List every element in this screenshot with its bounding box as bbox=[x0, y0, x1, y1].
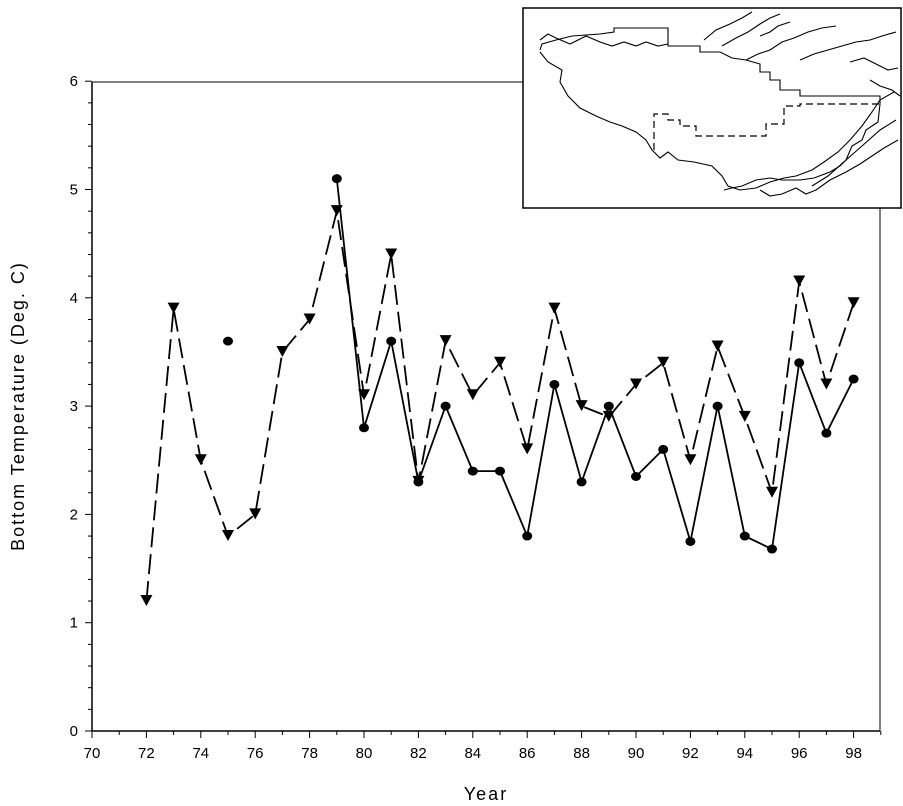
circle-marker bbox=[603, 401, 614, 411]
x-tick-label: 80 bbox=[356, 745, 373, 762]
inset-map-coastline bbox=[539, 11, 901, 197]
x-tick-label: 82 bbox=[410, 745, 427, 762]
triangle-marker bbox=[249, 508, 262, 520]
y-tick-label: 5 bbox=[70, 182, 78, 199]
circle-marker bbox=[794, 358, 805, 368]
dashed-series-line bbox=[145, 210, 855, 602]
triangle-marker bbox=[494, 356, 506, 368]
inset-map-dashed-subregion bbox=[653, 103, 880, 150]
x-tick-label: 94 bbox=[736, 745, 753, 762]
y-axis-title: Bottom Temperature (Deg. C) bbox=[8, 261, 28, 551]
triangle-marker bbox=[466, 389, 479, 401]
triangle-marker bbox=[657, 356, 670, 368]
circle-marker bbox=[549, 379, 560, 389]
x-tick-label: 90 bbox=[628, 745, 645, 762]
triangle-marker bbox=[140, 595, 153, 607]
circle-marker bbox=[495, 466, 505, 476]
circle-marker bbox=[576, 477, 587, 487]
triangle-marker bbox=[711, 340, 724, 352]
triangle-marker bbox=[385, 248, 398, 260]
circle-marker bbox=[359, 423, 369, 433]
triangle-marker bbox=[575, 400, 588, 412]
x-tick-label: 98 bbox=[845, 745, 862, 762]
x-tick-label: 92 bbox=[682, 745, 699, 762]
triangle-marker bbox=[167, 302, 180, 314]
triangle-marker bbox=[820, 378, 833, 390]
circle-marker bbox=[440, 401, 451, 411]
x-tick-label: 88 bbox=[573, 745, 590, 762]
x-tick-label: 86 bbox=[519, 745, 536, 762]
triangle-marker bbox=[439, 335, 452, 347]
y-tick-label: 1 bbox=[70, 615, 78, 632]
solid-series-line bbox=[335, 178, 855, 551]
triangle-marker bbox=[602, 410, 615, 422]
markers-layer bbox=[140, 174, 860, 607]
circle-marker bbox=[631, 471, 641, 481]
inset-map-frame bbox=[522, 7, 902, 209]
triangle-marker bbox=[548, 302, 561, 314]
circle-marker bbox=[739, 531, 750, 541]
x-axis-title: Year bbox=[464, 784, 508, 804]
triangle-marker bbox=[738, 410, 751, 422]
x-tick-label: 84 bbox=[464, 745, 481, 762]
triangle-marker bbox=[684, 454, 697, 466]
triangle-marker bbox=[330, 205, 343, 217]
triangle-marker bbox=[276, 345, 289, 357]
circle-marker bbox=[522, 531, 533, 541]
y-tick-label: 0 bbox=[70, 723, 78, 740]
axes: 70 72 74 76 78 80 82 84 86 88 90 92 94 96 98 0 1 2 3 4 5 6 bbox=[70, 73, 882, 762]
inset-map bbox=[522, 7, 902, 209]
triangle-marker bbox=[303, 313, 316, 325]
triangle-marker bbox=[630, 378, 642, 390]
y-tick-label: 4 bbox=[70, 290, 78, 307]
circle-marker bbox=[386, 336, 397, 346]
circle-marker bbox=[223, 336, 233, 346]
x-tick-label: 72 bbox=[138, 745, 155, 762]
inset-map-survey-boundary bbox=[539, 27, 881, 191]
triangle-marker bbox=[766, 486, 778, 498]
triangle-marker bbox=[194, 454, 207, 466]
x-tick-label: 78 bbox=[301, 745, 318, 762]
circle-marker bbox=[413, 477, 424, 487]
triangle-marker bbox=[793, 275, 806, 287]
triangle-marker bbox=[521, 443, 534, 455]
y-tick-label: 3 bbox=[70, 398, 78, 415]
x-tick-label: 70 bbox=[84, 745, 101, 762]
circle-marker bbox=[821, 428, 832, 438]
x-tick-label: 76 bbox=[247, 745, 264, 762]
y-tick-label: 6 bbox=[70, 73, 78, 90]
y-tick-label: 2 bbox=[70, 506, 78, 523]
x-tick-label: 96 bbox=[791, 745, 808, 762]
triangle-marker bbox=[222, 530, 234, 542]
circle-marker bbox=[848, 374, 859, 384]
circle-marker bbox=[767, 544, 777, 554]
circle-marker bbox=[685, 536, 696, 546]
circle-marker bbox=[331, 174, 342, 184]
circle-marker bbox=[712, 401, 723, 411]
x-tick-label: 74 bbox=[192, 745, 209, 762]
triangle-marker bbox=[847, 297, 860, 309]
circle-marker bbox=[658, 444, 669, 454]
triangle-marker bbox=[358, 389, 370, 401]
circle-marker bbox=[467, 466, 478, 476]
